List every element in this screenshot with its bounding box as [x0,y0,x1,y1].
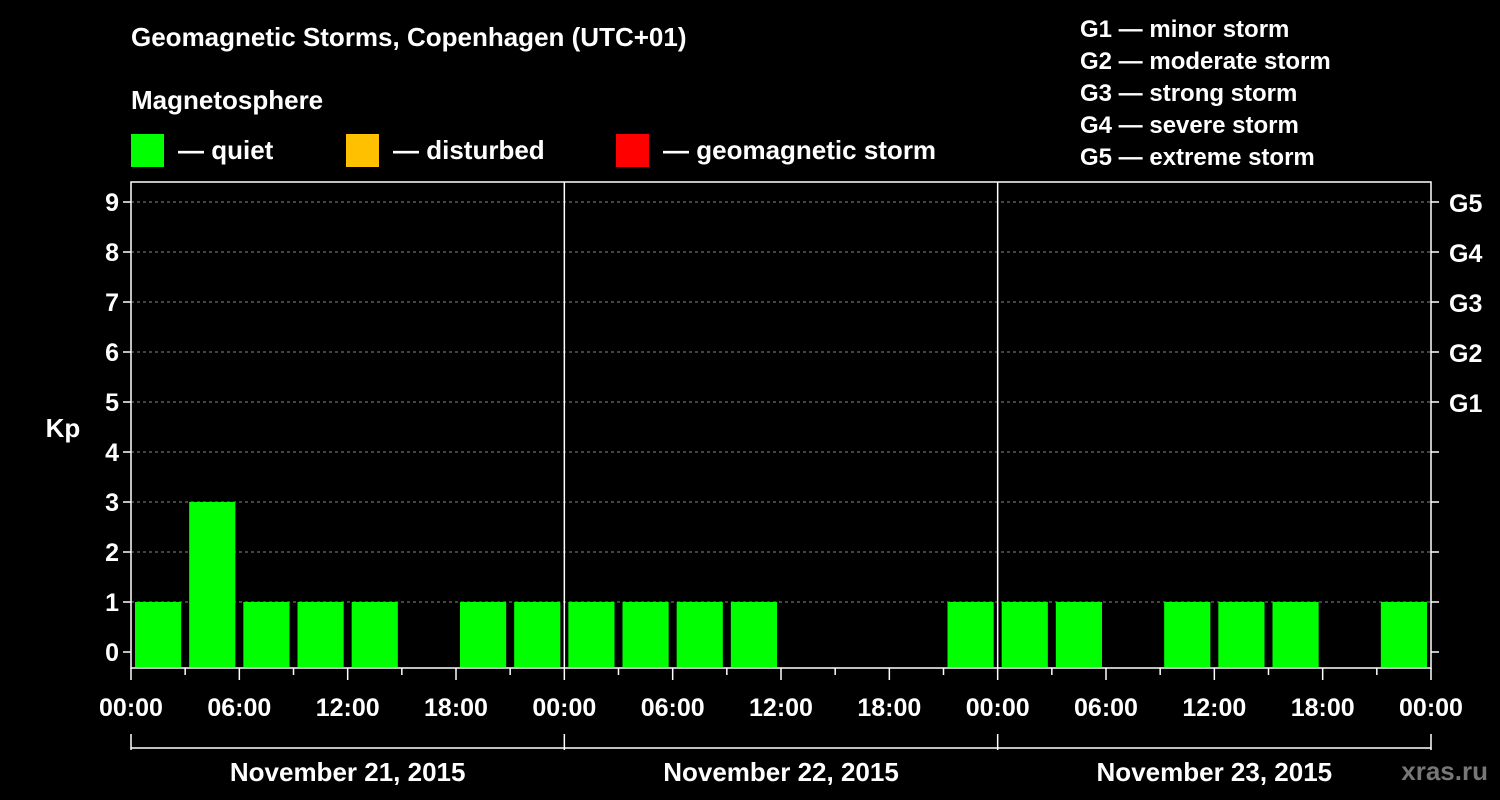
kp-bar [568,602,615,667]
y-tick-label: 4 [105,439,119,467]
kp-bar [460,602,507,667]
y-tick-label: 5 [105,389,119,417]
kp-bar [1272,602,1319,667]
right-axis-label: G3 [1449,290,1482,318]
legend-label-quiet: — quiet [178,134,274,165]
kp-bar [514,602,561,667]
kp-bar [351,602,398,667]
y-tick-label: 3 [105,489,119,517]
legend-swatch-quiet [131,133,164,167]
storm-scale-g3: G3 — strong storm [1080,80,1298,107]
kp-bar [189,502,236,667]
x-tick-label: 00:00 [1399,694,1463,722]
x-tick-label: 18:00 [424,694,488,722]
y-axis-label: Kp [46,413,81,443]
right-axis-label: G5 [1449,190,1482,218]
storm-scale-g1: G1 — minor storm [1080,16,1290,43]
kp-bar [1001,602,1048,667]
y-tick-label: 1 [105,589,119,617]
kp-bar [1055,602,1102,667]
kp-bar [1164,602,1211,667]
watermark: xras.ru [1401,756,1488,786]
plot-frame [130,181,1432,669]
legend-swatch-disturbed [346,133,379,167]
legend-item-quiet: — quiet [131,133,273,167]
storm-scale-g2: G2 — moderate storm [1080,48,1331,75]
x-tick-label: 18:00 [1291,694,1355,722]
y-tick-label: 9 [105,189,119,217]
x-tick-label: 06:00 [207,694,271,722]
legend-label-storm: — geomagnetic storm [663,134,937,165]
x-tick-label: 12:00 [316,694,380,722]
kp-bar [622,602,669,667]
y-tick-label: 8 [105,239,119,267]
chart-subtitle: Magnetosphere [131,85,324,115]
kp-bar [1218,602,1265,667]
kp-bar [947,602,994,667]
legend-swatch-storm [616,133,649,167]
kp-bar [135,602,182,667]
kp-bar [243,602,290,667]
x-tick-label: 00:00 [532,694,596,722]
storm-scale-list: G1 — minor storm G2 — moderate storm G3 … [1080,14,1331,174]
y-tick-label: 2 [105,539,119,567]
day-label: November 23, 2015 [1097,757,1333,787]
kp-bar [676,602,723,667]
x-tick-label: 00:00 [99,694,163,722]
right-axis-label: G2 [1449,340,1482,368]
day-label: November 21, 2015 [230,757,466,787]
x-tick-label: 12:00 [749,694,813,722]
y-tick-label: 7 [105,289,119,317]
storm-scale-g5: G5 — extreme storm [1080,144,1315,171]
kp-bar [297,602,344,667]
y-tick-label: 0 [105,639,119,667]
chart-title: Geomagnetic Storms, Copenhagen (UTC+01) [131,22,687,52]
legend-label-disturbed: — disturbed [393,134,545,165]
x-tick-label: 12:00 [1182,694,1246,722]
right-axis-label: G4 [1449,240,1482,268]
y-tick-label: 6 [105,339,119,367]
legend-item-storm: — geomagnetic storm [616,133,936,167]
kp-bar [1380,602,1427,667]
x-tick-label: 18:00 [857,694,921,722]
x-tick-label: 06:00 [1074,694,1138,722]
kp-bar [730,602,777,667]
x-tick-label: 06:00 [641,694,705,722]
legend-item-disturbed: — disturbed [346,133,545,167]
right-axis-label: G1 [1449,390,1482,418]
storm-scale-g4: G4 — severe storm [1080,112,1299,139]
x-tick-label: 00:00 [966,694,1030,722]
day-label: November 22, 2015 [663,757,899,787]
